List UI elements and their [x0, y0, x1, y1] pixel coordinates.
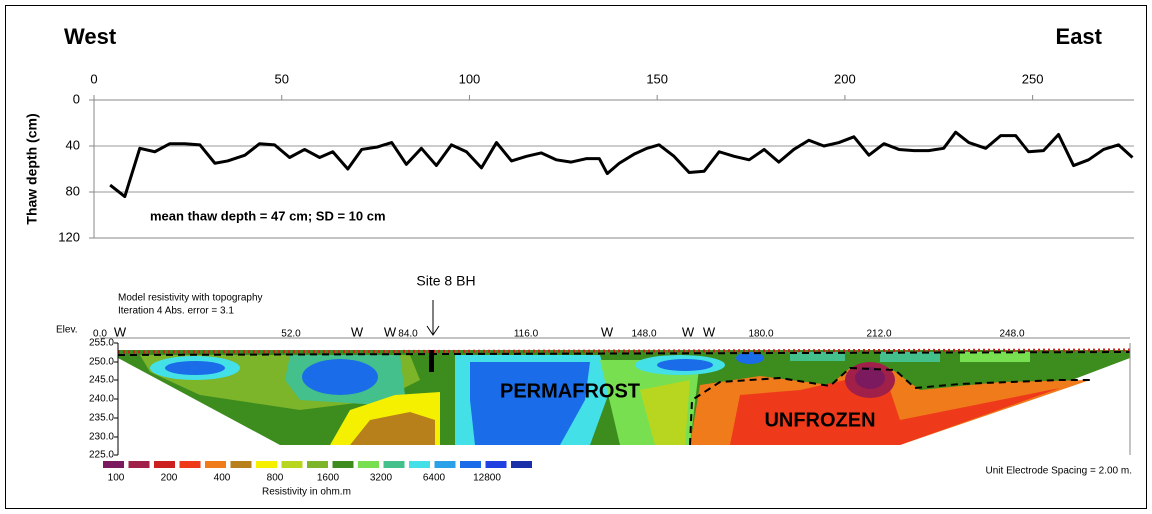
colorbar-title: Resistivity in ohm.m: [262, 487, 351, 498]
elev-label: 255.0: [89, 338, 114, 349]
west-label: West: [64, 24, 117, 49]
resistivity-section: [100, 300, 1131, 455]
colorbar-label: 200: [161, 473, 178, 484]
x-tick-label: 150: [646, 71, 668, 86]
zone: [880, 352, 940, 362]
distance-label: 212.0: [866, 329, 891, 340]
section-heading: Model resistivity with topography: [118, 293, 263, 304]
zone: [855, 367, 885, 389]
colorbar-label: 100: [108, 473, 125, 484]
elev-label: 240.0: [89, 394, 114, 405]
colorbar-label: 1600: [317, 473, 340, 484]
colorbar-swatch: [281, 461, 303, 468]
colorbar-label: 12800: [473, 473, 501, 484]
active-layer-boundary: [117, 351, 1131, 356]
unfrozen-boundary: [689, 366, 1090, 446]
distance-label: 52.0: [281, 329, 301, 340]
colorbar-swatch: [307, 461, 328, 468]
thaw-depth-line: [109, 130, 1134, 199]
colorbar-swatch: [460, 461, 481, 468]
water-mark: W: [682, 324, 695, 339]
section-heading: Iteration 4 Abs. error = 3.1: [118, 306, 234, 317]
zone: [960, 352, 1030, 362]
zone: [657, 359, 713, 371]
y-axis-label: Thaw depth (cm): [24, 113, 40, 224]
colorbar-swatch: [383, 461, 405, 468]
zone: [730, 380, 1060, 445]
zone-label: PERMAFROST: [500, 380, 640, 402]
x-tick-label: 0: [90, 71, 97, 86]
colorbar-swatch: [154, 461, 175, 468]
x-tick-label: 50: [274, 71, 288, 86]
colorbar-swatch: [485, 461, 507, 468]
x-tick-label: 250: [1022, 71, 1044, 86]
zone: [165, 361, 225, 375]
colorbar-label: 3200: [370, 473, 393, 484]
colorbar-label: 800: [267, 473, 284, 484]
distance-label: 116.0: [514, 329, 539, 340]
water-mark: W: [601, 324, 614, 339]
zone-label: UNFROZEN: [764, 409, 875, 431]
x-tick-label: 100: [459, 71, 481, 86]
x-tick-label: 200: [834, 71, 856, 86]
water-mark: W: [384, 324, 397, 339]
elev-title: Elev.: [56, 325, 78, 336]
colorbar-swatch: [434, 461, 456, 468]
spacing-note: Unit Electrode Spacing = 2.00 m.: [986, 466, 1132, 477]
colorbar-swatch: [332, 461, 354, 468]
distance-label: 180.0: [748, 329, 773, 340]
zone: [302, 359, 378, 395]
frame: [5, 5, 1147, 509]
zone: [736, 352, 764, 364]
distance-label: 0.0: [93, 329, 107, 340]
y-tick-label: 0: [73, 91, 80, 106]
elev-label: 250.0: [89, 357, 114, 368]
colorbar-swatch: [409, 461, 430, 468]
borehole: [429, 350, 434, 372]
elev-label: 225.0: [89, 450, 114, 461]
colorbar-swatch: [103, 461, 124, 468]
elev-label: 230.0: [89, 432, 114, 443]
elev-label: 245.0: [89, 375, 114, 386]
water-mark: W: [703, 324, 716, 339]
site-arrowhead: [426, 325, 440, 336]
colorbar-label: 6400: [423, 473, 446, 484]
colorbar-swatch: [128, 461, 150, 468]
distance-label: 84.0: [398, 329, 418, 340]
zone: [790, 352, 845, 361]
distance-label: 148.0: [631, 329, 656, 340]
colorbar-swatch: [256, 461, 277, 468]
zone: [350, 412, 435, 445]
colorbar-swatch: [179, 461, 201, 468]
colorbar-swatch: [358, 461, 379, 468]
zone: [470, 362, 590, 445]
colorbar-swatch: [511, 461, 532, 468]
water-mark: W: [114, 324, 127, 339]
annotation: mean thaw depth = 47 cm; SD = 10 cm: [150, 208, 386, 223]
site-label: Site 8 BH: [416, 273, 475, 289]
y-tick-label: 40: [66, 137, 80, 152]
surface: [117, 348, 1131, 354]
zone: [640, 380, 690, 445]
water-mark: W: [351, 324, 364, 339]
distance-label: 248.0: [999, 329, 1024, 340]
colorbar-swatch: [230, 461, 252, 468]
east-label: East: [1056, 24, 1103, 49]
y-tick-label: 120: [58, 229, 80, 244]
y-tick-label: 80: [66, 183, 80, 198]
elev-label: 235.0: [89, 413, 114, 424]
colorbar-swatch: [205, 461, 226, 468]
colorbar-label: 400: [214, 473, 231, 484]
